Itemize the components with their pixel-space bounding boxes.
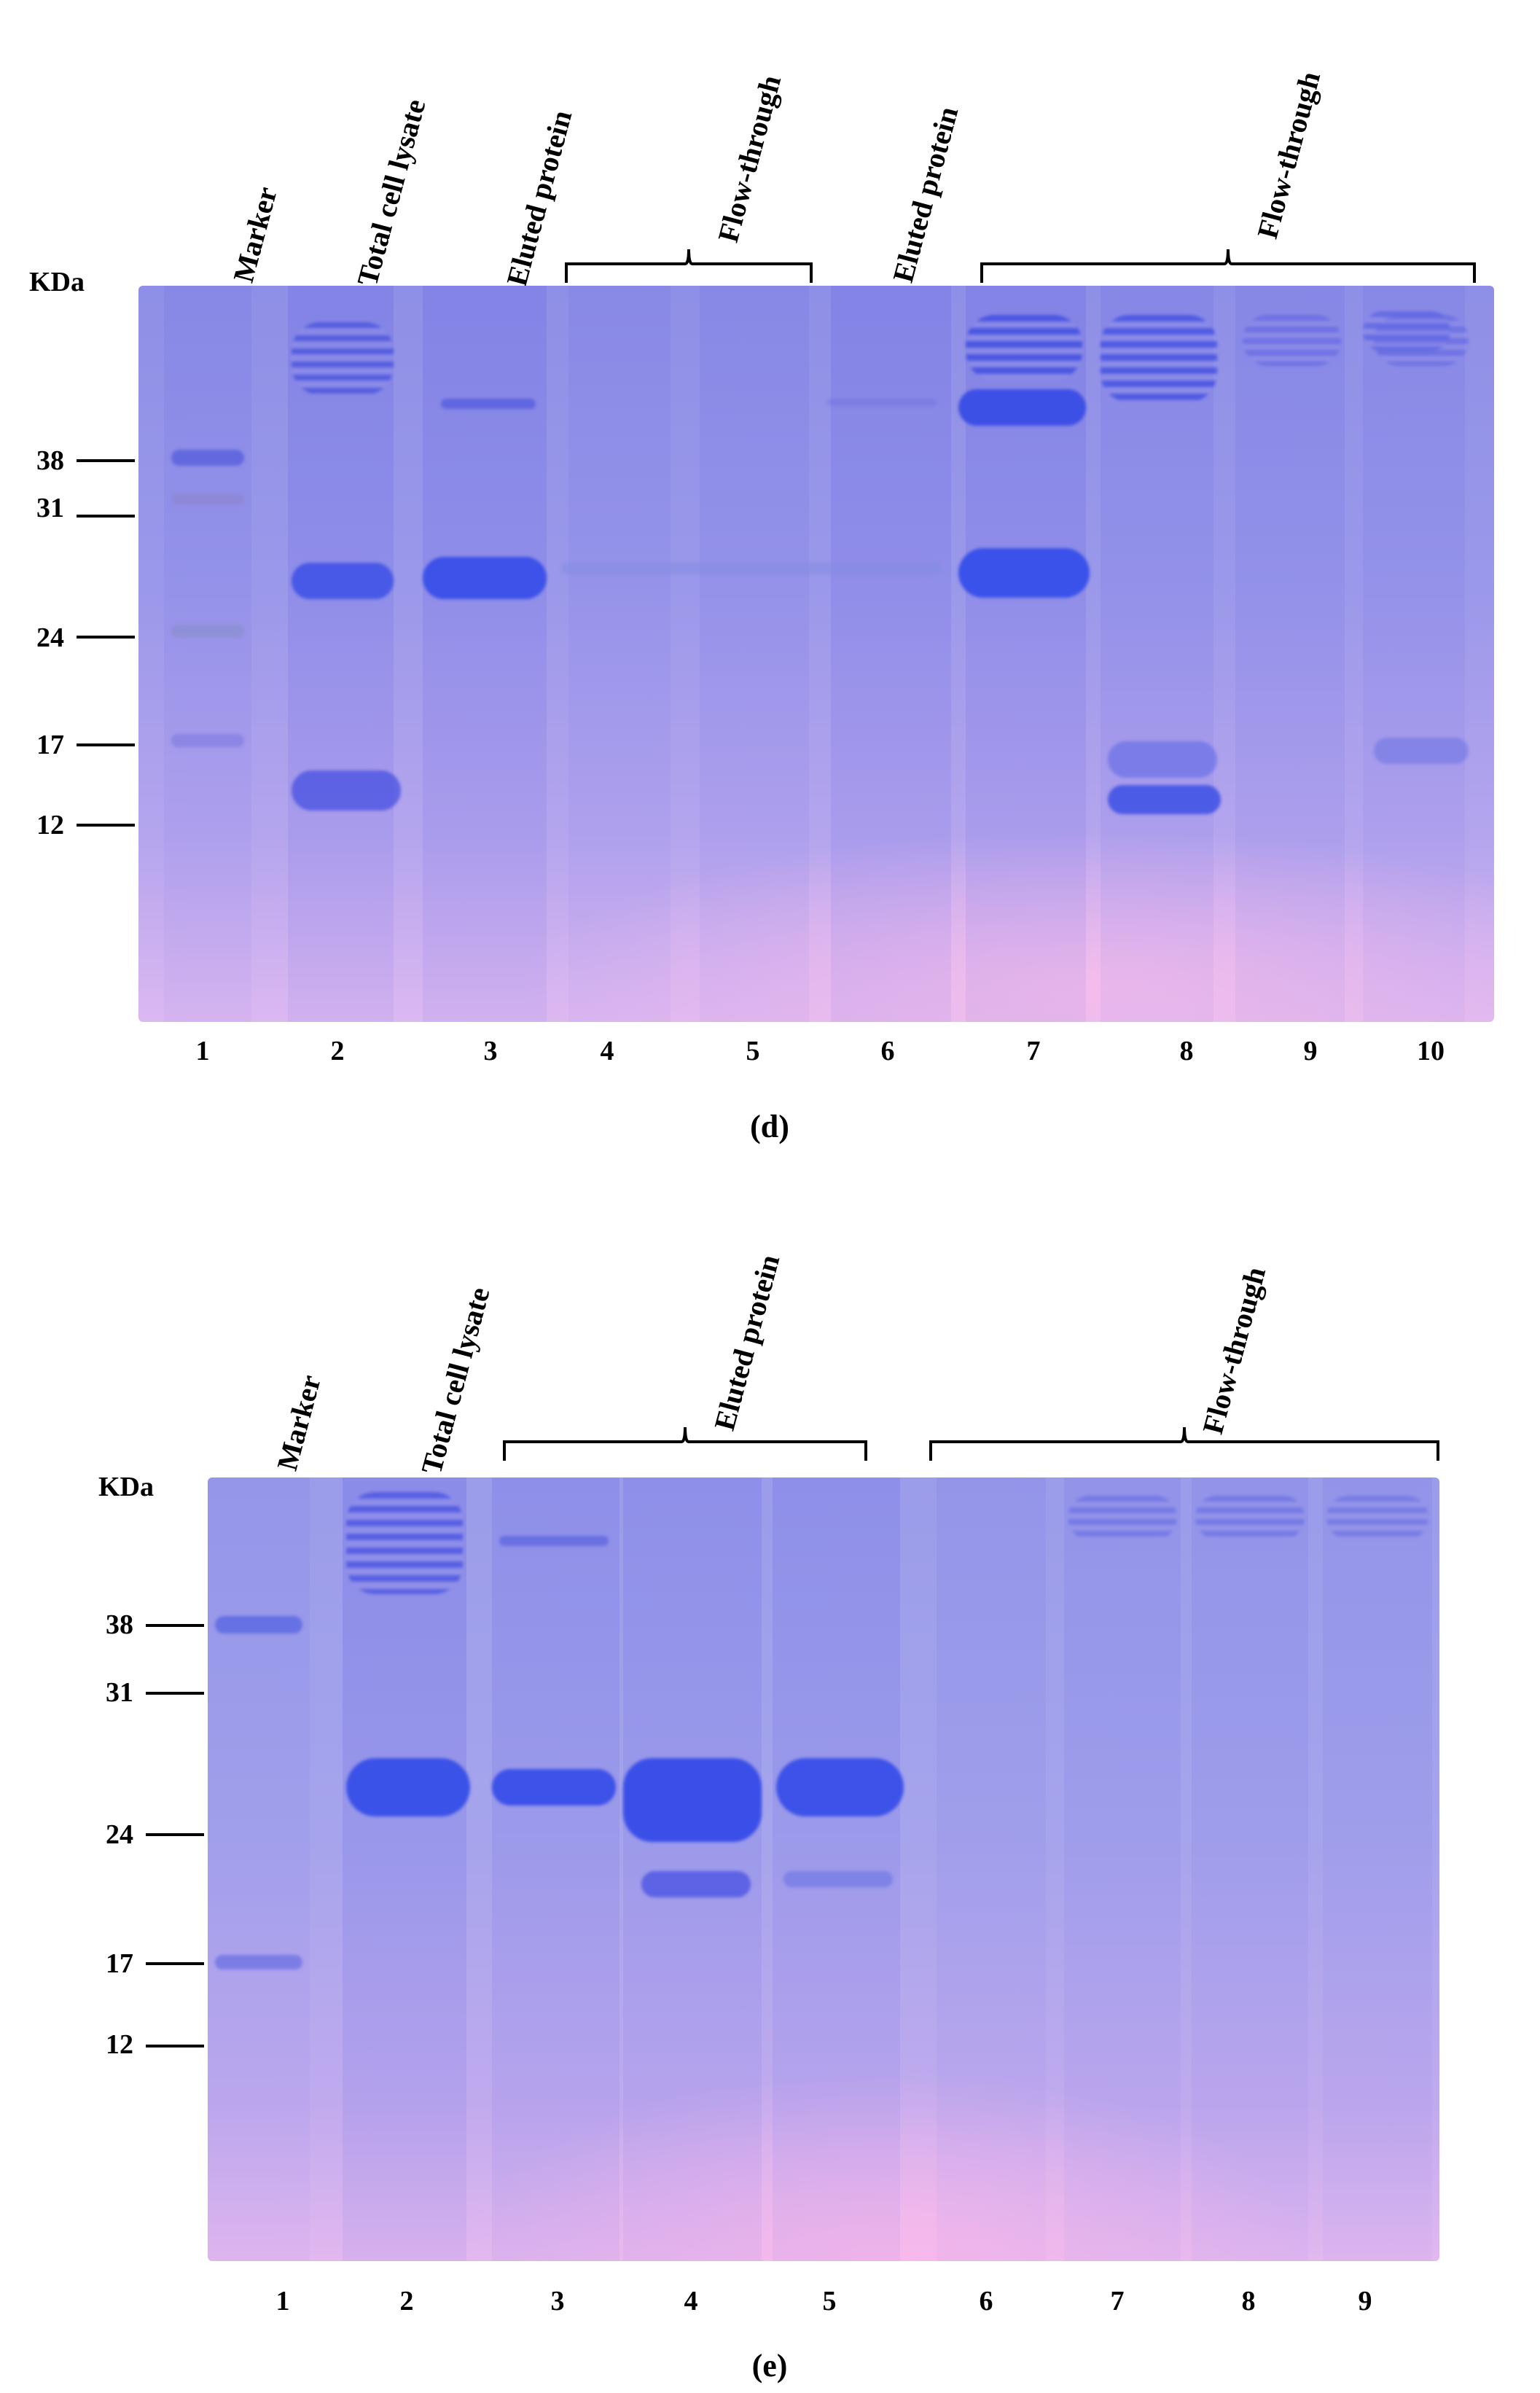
gel-panel-d: Marker Total cell lysate Eluted protein …: [0, 0, 1540, 1195]
lane-bracket-2: [929, 1426, 1439, 1461]
marker-tick: [146, 1624, 204, 1627]
lane-number: 1: [275, 2286, 290, 2316]
marker-size-12: 12: [106, 2029, 133, 2060]
lane-number: 2: [330, 1036, 345, 1066]
marker-size-24: 24: [106, 1819, 133, 1850]
marker-size-38: 38: [36, 445, 64, 476]
marker-size-31: 31: [36, 493, 64, 523]
lane-bracket: [565, 249, 813, 283]
marker-tick: [77, 459, 135, 462]
marker-size-31: 31: [106, 1677, 133, 1708]
lane-header-eluted-protein-2: Eluted protein: [886, 103, 965, 286]
marker-tick: [146, 1692, 204, 1695]
lane-number: 3: [550, 2286, 565, 2316]
marker-tick: [77, 515, 135, 518]
marker-size-17: 17: [36, 730, 64, 760]
marker-tick: [146, 1833, 204, 1836]
unit-label: KDa: [29, 267, 85, 297]
lane-number: 6: [880, 1036, 895, 1066]
lane-number: 8: [1241, 2286, 1256, 2316]
lane-number: 8: [1179, 1036, 1194, 1066]
marker-tick: [77, 743, 135, 746]
lane-number: 7: [1026, 1036, 1041, 1066]
lane-number: 7: [1110, 2286, 1125, 2316]
marker-tick: [146, 2045, 204, 2047]
panel-caption: (d): [750, 1109, 789, 1144]
marker-size-24: 24: [36, 622, 64, 653]
gel-image: [138, 286, 1494, 1022]
lane-header-eluted-protein: Eluted protein: [707, 1251, 786, 1434]
unit-label: KDa: [98, 1472, 154, 1502]
gel-panel-e: Marker Total cell lysate Eluted protein …: [0, 1195, 1540, 2393]
lane-header-total-cell-lysate: Total cell lysate: [414, 1284, 496, 1477]
marker-tick: [77, 636, 135, 639]
marker-tick: [146, 1962, 204, 1965]
marker-size-17: 17: [106, 1948, 133, 1979]
lane-number: 2: [399, 2286, 414, 2316]
lane-header-total-cell-lysate: Total cell lysate: [350, 95, 432, 289]
lane-number: 4: [684, 2286, 698, 2316]
lane-header-marker: Marker: [226, 183, 284, 286]
lane-number: 6: [979, 2286, 993, 2316]
lane-number: 1: [195, 1036, 210, 1066]
lane-number: 5: [822, 2286, 837, 2316]
lane-number: 9: [1358, 2286, 1372, 2316]
lane-number: 5: [746, 1036, 760, 1066]
lane-number: 10: [1417, 1036, 1445, 1066]
panel-caption: (e): [751, 2348, 788, 2384]
lane-header-marker: Marker: [270, 1371, 327, 1474]
lane-number: 9: [1303, 1036, 1318, 1066]
lane-bracket: [503, 1426, 867, 1461]
marker-tick: [77, 824, 135, 827]
marker-size-12: 12: [36, 810, 64, 840]
lane-header-flow-through: Flow-through: [711, 71, 788, 246]
lane-bracket-2: [980, 249, 1476, 283]
lane-header-flow-through-2: Flow-through: [1250, 68, 1327, 242]
gel-image: [208, 1477, 1439, 2261]
lane-header-flow-through: Flow-through: [1195, 1263, 1273, 1437]
lane-number: 4: [600, 1036, 614, 1066]
marker-size-38: 38: [106, 1609, 133, 1640]
lane-number: 3: [483, 1036, 498, 1066]
